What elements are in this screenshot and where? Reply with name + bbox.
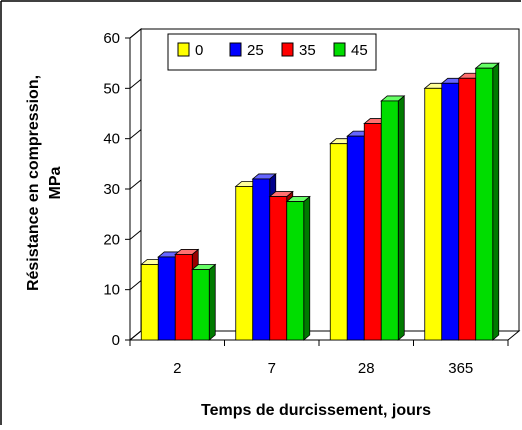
bar-front [346,135,365,341]
x-axis: 2 7 28 365 [129,339,509,377]
bar-front [475,67,494,341]
legend-label: 45 [351,42,368,59]
y-tick-label: 20 [103,231,120,248]
bar-front [286,201,305,341]
legend-label: 25 [247,42,264,59]
y-tick-label: 0 [112,332,120,349]
x-tick-label: 28 [358,360,375,377]
legend-swatch [281,42,294,57]
legend-label: 35 [299,42,316,59]
y-tick-label: 60 [103,30,120,47]
bar [474,62,500,341]
bar-front [269,196,288,341]
bar [285,195,311,341]
y-tick-label: 10 [103,282,120,299]
legend-label: 0 [195,42,203,59]
y-gridline-wall [129,280,142,291]
bar [380,95,406,341]
y-tick-label: 40 [103,131,120,148]
bar-front [191,269,210,341]
x-tick-label: 365 [448,360,473,377]
y-gridline-wall [129,28,142,39]
bar-front [252,178,271,341]
bar-front [174,254,193,341]
bar [191,263,217,341]
legend-swatch [177,42,190,57]
y-gridline-wall [129,129,142,140]
bar-front [235,186,254,341]
bar-front [458,77,477,341]
y-axis-title-line-1: Résistance en compression, [25,75,42,291]
legend-swatch [229,42,242,57]
x-tick-label: 2 [173,360,181,377]
bar-front [441,82,460,341]
y-axis: 0 10 20 30 40 50 60 [103,28,142,349]
bar-side [208,263,216,341]
y-tick-label: 30 [103,181,120,198]
bar-side [492,62,500,341]
bar-front [363,123,382,341]
y-tick-label: 50 [103,80,120,97]
bar-front [380,100,399,341]
legend-swatch [333,42,346,57]
y-gridline-wall [129,78,142,89]
x-tick-label: 7 [268,360,276,377]
y-axis-title-line-2: MPa [47,166,64,199]
bars [140,62,500,341]
x-axis-title: Temps de durcissement, jours [201,402,431,419]
y-gridline-wall [129,229,142,240]
y-gridline-wall [129,179,142,190]
bar-side [397,95,405,341]
bar-side [303,195,311,341]
bar-front [140,264,159,341]
y-gridline-wall [129,330,142,341]
legend: 0 25 35 45 [167,33,377,71]
bar-front [157,256,176,341]
bar-front [424,87,443,341]
bar-front [329,143,348,341]
